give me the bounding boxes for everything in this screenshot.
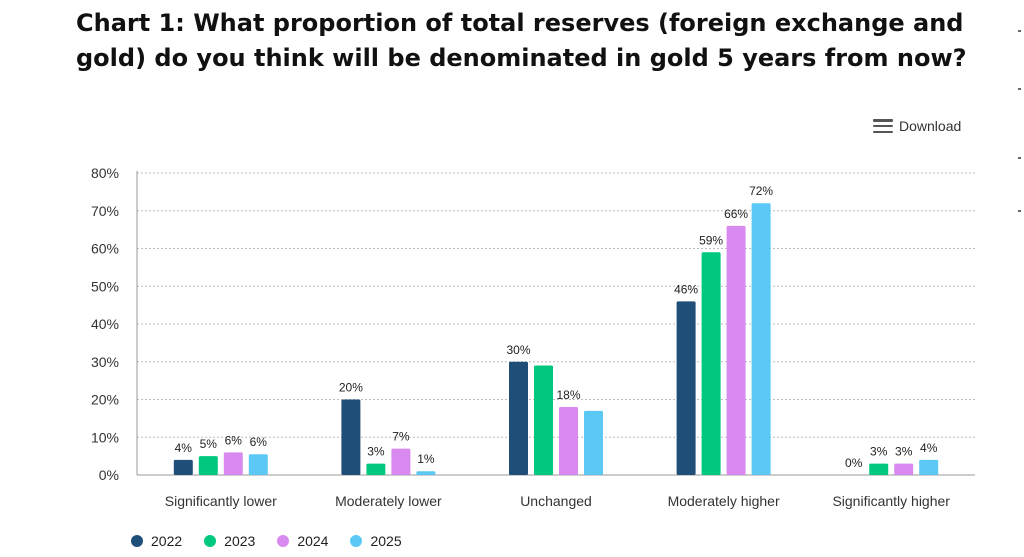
- bar-2025: [416, 471, 436, 475]
- data-label: 7%: [392, 430, 410, 444]
- legend-item-2024[interactable]: 2024: [277, 533, 328, 549]
- x-tick-label: Moderately higher: [668, 493, 780, 509]
- x-tick-label: Significantly lower: [165, 493, 277, 509]
- y-tick-label: 70%: [91, 203, 119, 219]
- bar-2024: [559, 407, 578, 475]
- data-label: 18%: [556, 388, 580, 402]
- y-tick-label: 50%: [91, 278, 119, 294]
- legend-label: 2022: [151, 533, 183, 549]
- legend-swatch: [204, 535, 217, 547]
- y-tick-label: 40%: [91, 316, 119, 332]
- data-label: 3%: [895, 445, 913, 459]
- legend-label: 2025: [370, 533, 402, 549]
- data-label: 1%: [417, 452, 435, 466]
- bar-2022: [341, 399, 361, 475]
- bar-2025: [248, 454, 268, 475]
- bar-2024: [223, 452, 243, 475]
- download-label: Download: [899, 118, 962, 134]
- data-label: 0%: [845, 456, 863, 470]
- data-label: 4%: [920, 441, 938, 455]
- bar-2024: [391, 448, 411, 475]
- y-tick-label: 10%: [91, 429, 119, 445]
- legend-label: 2023: [224, 533, 256, 549]
- data-label: 4%: [175, 441, 193, 455]
- data-label: 66%: [724, 207, 748, 221]
- bar-2023: [534, 365, 553, 475]
- x-tick-label: Moderately lower: [335, 493, 442, 509]
- x-tick-label: Unchanged: [520, 493, 592, 509]
- y-tick-label: 60%: [91, 241, 119, 257]
- data-label: 59%: [699, 233, 723, 247]
- legend-swatch: [131, 535, 143, 547]
- legend-label: 2024: [297, 533, 329, 549]
- legend: 2022 2023 2024 2025: [131, 533, 402, 549]
- data-label: 6%: [225, 433, 243, 447]
- data-label: 5%: [200, 437, 218, 451]
- data-label: 72%: [749, 184, 773, 198]
- legend-item-2025[interactable]: 2025: [350, 533, 402, 549]
- bar-2025: [584, 410, 603, 475]
- chart-title: Chart 1: What proportion of total reserv…: [76, 9, 967, 72]
- bar-2022: [509, 361, 528, 475]
- data-label: 3%: [367, 445, 385, 459]
- bar-2025: [919, 459, 939, 475]
- legend-swatch: [277, 535, 290, 547]
- bar-2023: [869, 463, 889, 475]
- data-label: 46%: [674, 282, 698, 296]
- y-tick-label: 30%: [91, 354, 119, 370]
- bar-2024: [726, 225, 746, 475]
- data-label: 3%: [870, 445, 888, 459]
- bar-2023: [366, 463, 386, 475]
- download-button[interactable]: Download: [873, 118, 961, 134]
- legend-swatch: [350, 535, 363, 547]
- data-label: 30%: [506, 343, 530, 357]
- legend-item-2022[interactable]: 2022: [131, 533, 182, 549]
- hamburger-menu-icon: [873, 119, 893, 133]
- bar-2025: [751, 203, 771, 475]
- bar-2022: [676, 301, 696, 475]
- legend-item-2023[interactable]: 2023: [204, 533, 255, 549]
- x-tick-label: Significantly higher: [832, 493, 950, 509]
- bar-2022: [173, 459, 193, 475]
- y-tick-label: 80%: [91, 165, 119, 181]
- data-label: 6%: [250, 435, 268, 449]
- y-tick-label: 0%: [99, 467, 119, 483]
- y-tick-label: 20%: [91, 392, 119, 408]
- bar-2024: [894, 463, 914, 475]
- bar-2023: [701, 252, 721, 475]
- data-label: 20%: [339, 381, 363, 395]
- bar-2023: [198, 456, 218, 475]
